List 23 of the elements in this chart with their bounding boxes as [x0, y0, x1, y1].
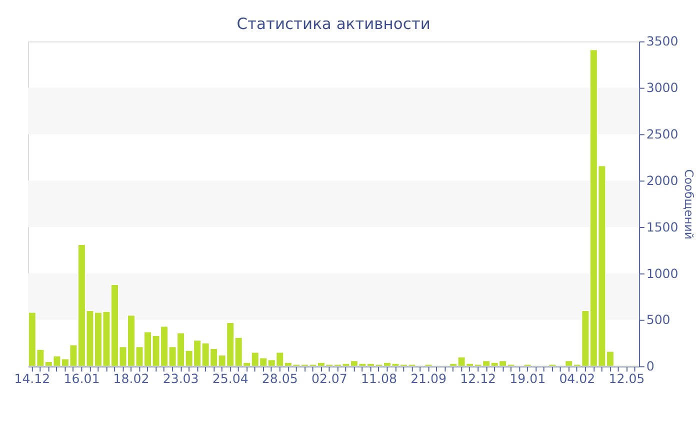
x-tick-label: 18.02: [113, 371, 150, 386]
y-tick-label: 1500: [646, 219, 678, 234]
y-tick-label: 3500: [646, 34, 678, 49]
x-tick-label: 21.09: [410, 371, 446, 386]
x-tick-label: 16.01: [64, 371, 100, 386]
y-tick-label: 500: [646, 312, 670, 328]
x-tick-label: 19.01: [510, 371, 546, 386]
x-tick-label: 14.12: [14, 371, 50, 386]
y-axis-title: Сообщений: [682, 169, 696, 240]
x-tick-label: 04.02: [559, 371, 596, 386]
x-tick-label: 28.05: [262, 371, 298, 386]
y-tick-label: 2000: [646, 172, 678, 188]
y-tick-label: 1000: [646, 266, 678, 281]
y-tick-label: 3000: [646, 80, 678, 96]
x-tick-label: 02.07: [311, 371, 348, 386]
x-tick-label: 12.05: [608, 371, 645, 386]
x-tick-label: 23.03: [162, 371, 199, 386]
x-tick-label: 11.08: [361, 371, 397, 386]
x-tick-label: 25.04: [212, 371, 248, 386]
chart-title: Статистика активности: [236, 14, 430, 33]
x-tick-label: 12.12: [460, 371, 496, 386]
y-tick-label: 2500: [646, 126, 678, 142]
y-tick-label: 0: [646, 358, 654, 374]
